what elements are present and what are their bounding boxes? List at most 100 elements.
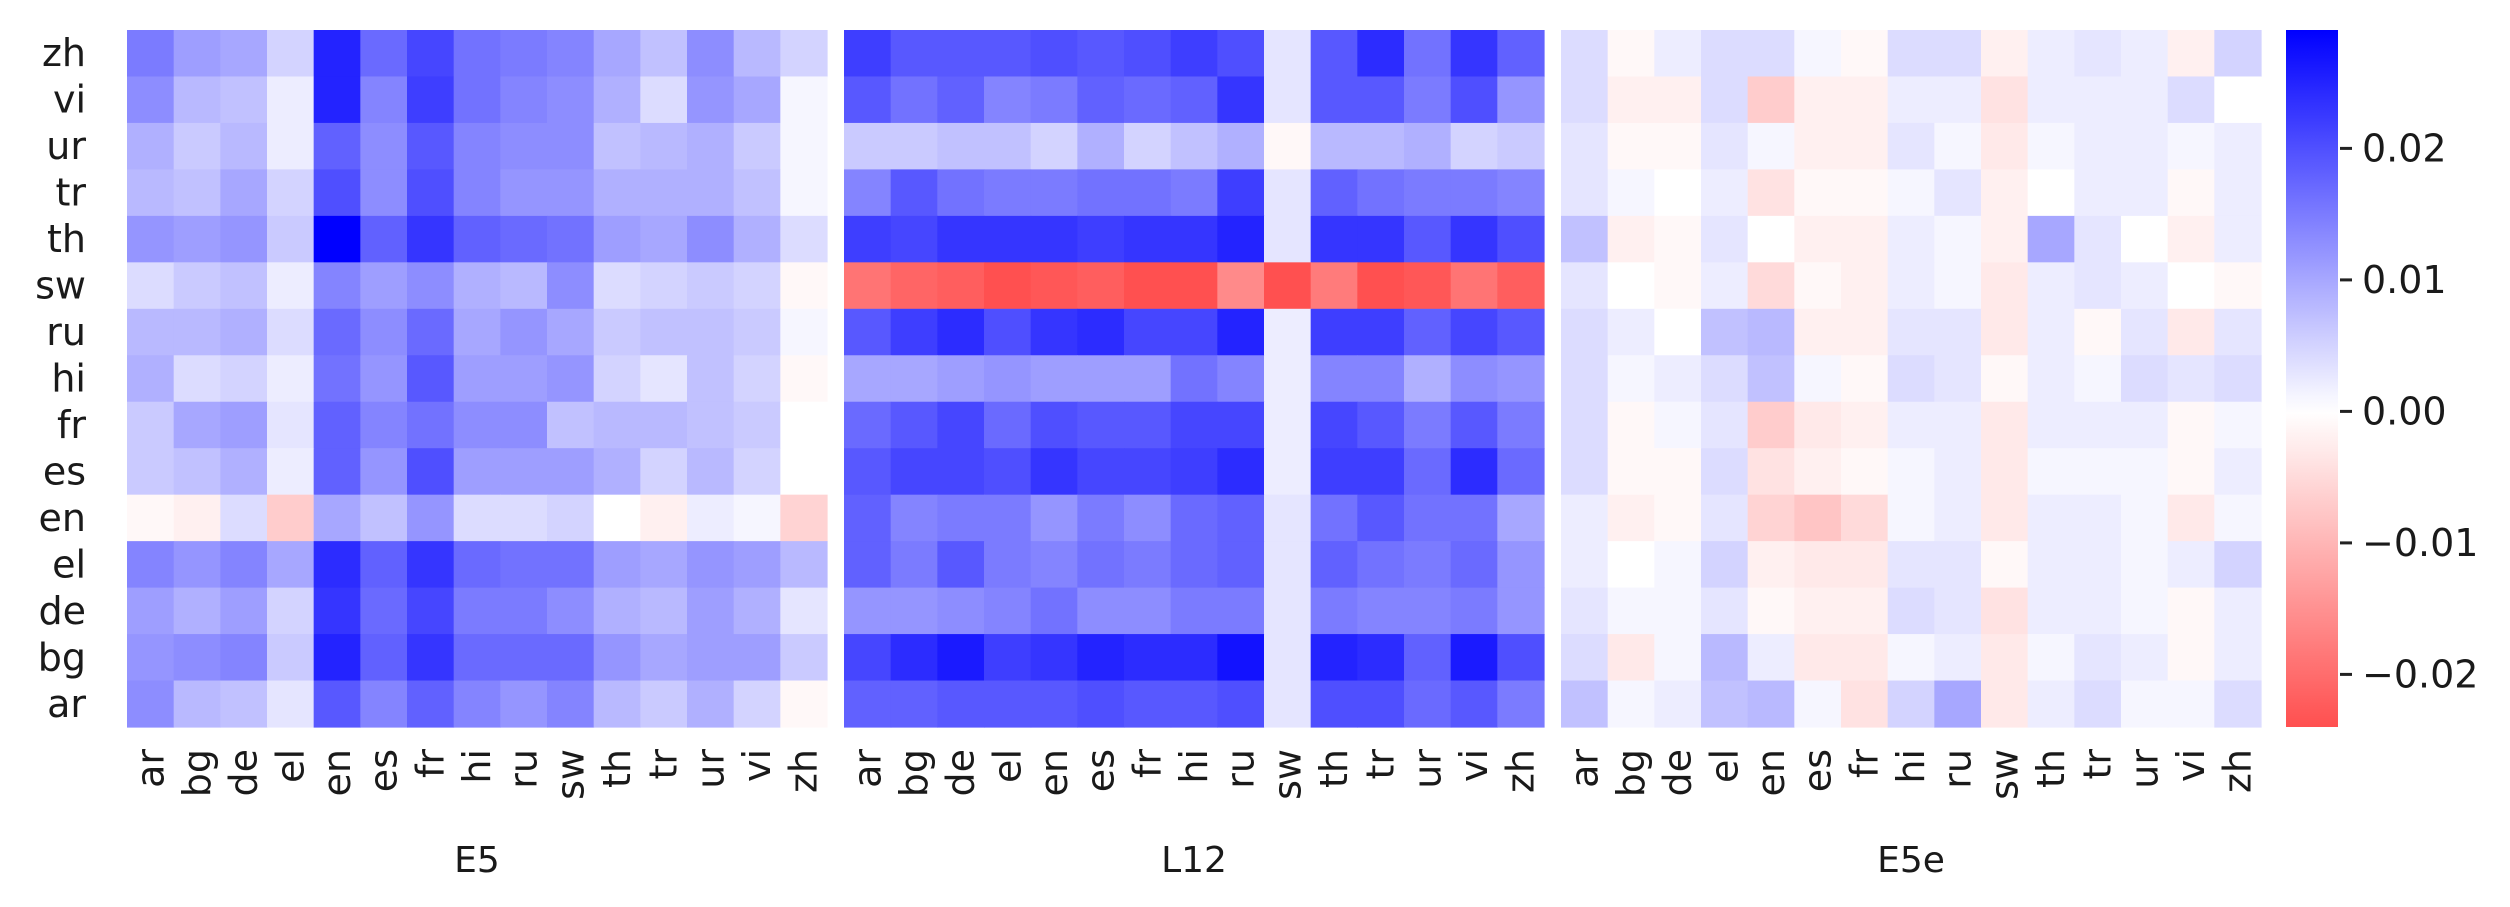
heatmap-cell — [1841, 215, 1889, 263]
heatmap-cell — [780, 401, 828, 449]
x-tick-label: hi — [1172, 749, 1216, 784]
heatmap-cell — [127, 308, 175, 356]
heatmap-cell — [1841, 634, 1889, 682]
heatmap-cell — [1264, 308, 1312, 356]
y-tick-label: ru — [46, 310, 86, 354]
heatmap-cell — [2214, 76, 2262, 124]
heatmap-cell — [453, 541, 501, 589]
heatmap-cell — [1170, 169, 1218, 217]
heatmap-cell — [407, 30, 455, 78]
heatmap-cell — [1357, 401, 1405, 449]
heatmap-cell — [220, 587, 268, 635]
x-tick-label: ru — [1936, 749, 1980, 789]
heatmap-cell — [1497, 587, 1545, 635]
heatmap-cell — [1404, 169, 1452, 217]
heatmap-cell — [1794, 122, 1842, 170]
heatmap-cell — [1497, 308, 1545, 356]
heatmap-cell — [1887, 448, 1935, 496]
heatmap-cell — [267, 634, 315, 682]
heatmap-cell — [1654, 680, 1702, 728]
heatmap-cell — [1887, 215, 1935, 263]
heatmap-cell — [407, 355, 455, 403]
heatmap-cell — [1124, 215, 1172, 263]
heatmap-cell — [1357, 355, 1405, 403]
heatmap-cell — [173, 401, 221, 449]
heatmap-cell — [2027, 448, 2075, 496]
heatmap-cell — [1981, 122, 2029, 170]
heatmap-cell — [640, 494, 688, 542]
heatmap-cell — [1841, 680, 1889, 728]
heatmap-cell — [1077, 355, 1125, 403]
heatmap-cell — [640, 30, 688, 78]
heatmap-cell — [1264, 634, 1312, 682]
heatmap-cell — [1217, 587, 1265, 635]
heatmap-cell — [1654, 401, 1702, 449]
heatmap-cell — [984, 634, 1032, 682]
x-tick-label: ru — [1219, 749, 1263, 789]
heatmap-cell — [453, 401, 501, 449]
heatmap-cell — [1654, 494, 1702, 542]
x-tick-label: vi — [735, 749, 779, 782]
heatmap-cell — [687, 122, 735, 170]
heatmap-cell — [1030, 494, 1078, 542]
heatmap-cell — [2027, 541, 2075, 589]
heatmap-cell — [1264, 76, 1312, 124]
heatmap-cell — [1934, 494, 1982, 542]
heatmap-cell — [1794, 262, 1842, 310]
heatmap-cell — [453, 634, 501, 682]
heatmap-cell — [2074, 541, 2122, 589]
heatmap-cell — [844, 215, 892, 263]
heatmap-cell — [1981, 215, 2029, 263]
heatmap-cell — [640, 262, 688, 310]
heatmap-cell — [937, 262, 985, 310]
heatmap-cell — [1841, 494, 1889, 542]
heatmap-cell — [173, 215, 221, 263]
heatmap-cell — [127, 169, 175, 217]
heatmap-cell — [2074, 494, 2122, 542]
heatmap-cell — [1981, 76, 2029, 124]
heatmap-cell — [1264, 215, 1312, 263]
heatmap-cell — [1747, 76, 1795, 124]
heatmap-cell — [890, 169, 938, 217]
heatmap-cell — [267, 355, 315, 403]
heatmap-cell — [780, 680, 828, 728]
heatmap-cell — [1124, 308, 1172, 356]
heatmap-cell — [844, 30, 892, 78]
heatmap-cell — [1497, 680, 1545, 728]
heatmap-cell — [1357, 122, 1405, 170]
heatmap-cell — [1794, 215, 1842, 263]
heatmap-cell — [1217, 30, 1265, 78]
heatmap-cell — [1887, 76, 1935, 124]
heatmap-cell — [1607, 401, 1655, 449]
heatmap-cell — [844, 448, 892, 496]
heatmap-cell — [1654, 308, 1702, 356]
heatmap-cell — [173, 634, 221, 682]
heatmap-cell — [1404, 30, 1452, 78]
heatmap-cell — [1497, 494, 1545, 542]
heatmap-cell — [2027, 122, 2075, 170]
heatmap-cell — [844, 541, 892, 589]
heatmap-cell — [1170, 308, 1218, 356]
heatmap-cell — [267, 494, 315, 542]
heatmap-cell — [780, 355, 828, 403]
heatmap-cell — [890, 680, 938, 728]
heatmap-cell — [687, 587, 735, 635]
colorbar-tick-label: −0.02 — [2362, 652, 2478, 696]
heatmap-cell — [360, 587, 408, 635]
heatmap-cell — [640, 401, 688, 449]
heatmap-cell — [1217, 494, 1265, 542]
heatmap-cell — [2121, 634, 2169, 682]
heatmap-cell — [220, 448, 268, 496]
heatmap-cell — [1654, 169, 1702, 217]
heatmap-cell — [1981, 448, 2029, 496]
heatmap-cell — [313, 355, 361, 403]
heatmap-cell — [2167, 122, 2215, 170]
heatmap-cell — [984, 169, 1032, 217]
heatmap-cell — [1981, 355, 2029, 403]
heatmap-cell — [2027, 494, 2075, 542]
x-tick-label: ar — [845, 749, 889, 788]
heatmap-cell — [2167, 680, 2215, 728]
x-tick-label: sw — [1265, 749, 1309, 800]
heatmap-cell — [1841, 30, 1889, 78]
x-tick-label: hi — [1889, 749, 1933, 784]
